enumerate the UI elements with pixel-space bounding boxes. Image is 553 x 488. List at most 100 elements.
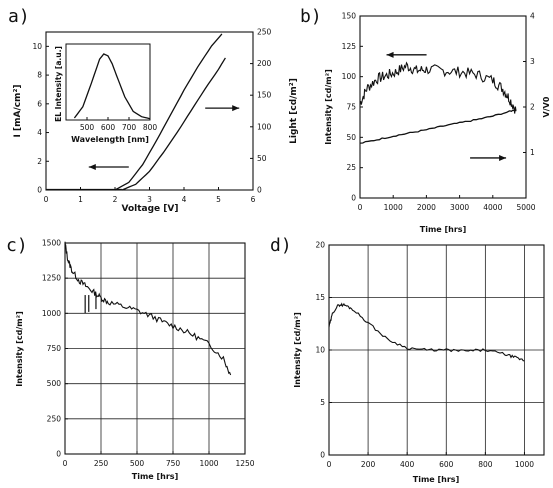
chart-c-xtick-label: 500 <box>130 459 145 468</box>
chart-a-y2tick-label: 0 <box>257 186 262 195</box>
chart-d-ytick-label: 15 <box>315 293 325 302</box>
chart-a-ytick-label: 2 <box>37 157 42 166</box>
light-curve <box>114 33 223 191</box>
inset-spectrum <box>73 53 151 120</box>
chart-d-ytick-label: 20 <box>315 241 325 250</box>
chart-b-y2tick-label: 1 <box>530 148 535 157</box>
chart-d: 0 200 400 600 800 1000 0 5 10 15 20 Time [hrs] Int… <box>293 241 545 484</box>
chart-b-ytick-label: 50 <box>346 133 356 142</box>
chart-b-ytick-label: 125 <box>342 42 357 51</box>
panel-a-letter: a) <box>8 6 30 27</box>
chart-d-ylabel: Intensity [cd/m²] <box>293 312 302 388</box>
chart-b-y2label: V/V0 <box>542 96 551 117</box>
chart-a-marks <box>46 33 240 191</box>
chart-a-y2tick-label: 50 <box>257 154 267 163</box>
chart-c-ytick-label: 750 <box>47 344 62 353</box>
chart-b-ytick-label: 150 <box>342 12 357 21</box>
chart-b-ylabel: Intensity [cd/m²] <box>324 69 333 145</box>
chart-d-xlabel: Time [hrs] <box>413 475 459 484</box>
inset-ylabel: EL Intensity [a.u.] <box>54 46 63 122</box>
chart-c-ytick-label: 1000 <box>42 309 61 318</box>
chart-a-xtick-label: 5 <box>216 195 221 204</box>
inset-xtick-label: 800 <box>143 123 158 132</box>
chart-b-ticks: 0 1000 2000 3000 4000 5000 0 25 50 75 100 125 150 1 2 3… <box>342 12 536 213</box>
chart-b-y2tick-label: 2 <box>530 103 535 112</box>
chart-a-ylabel: I [mA/cm²] <box>13 85 23 138</box>
chart-a-xtick-label: 2 <box>113 195 118 204</box>
chart-c-ytick-label: 1500 <box>42 239 61 248</box>
chart-c-xlabel: Time [hrs] <box>132 472 178 481</box>
panel-d-letter: d) <box>270 235 292 256</box>
chart-a-xtick-label: 0 <box>44 195 49 204</box>
inset-xtick-label: 600 <box>101 123 116 132</box>
inset-xtick-label: 700 <box>122 123 137 132</box>
panel-c-letter: c) <box>6 235 28 256</box>
chart-a-y2tick-label: 150 <box>257 91 272 100</box>
chart-d-xtick-label: 0 <box>327 460 332 469</box>
chart-d-xtick-label: 400 <box>400 460 415 469</box>
inset-marks <box>73 53 151 120</box>
chart-b-xtick-label: 0 <box>358 203 363 212</box>
chart-c-grid <box>65 243 245 454</box>
chart-d-ticks: 0 200 400 600 800 1000 0 5 10 15 20 <box>315 241 534 470</box>
chart-b-y2tick-label: 4 <box>530 12 535 21</box>
chart-d-xtick-label: 1000 <box>515 460 534 469</box>
chart-a-xtick-label: 3 <box>147 195 152 204</box>
chart-b-marks <box>359 51 517 161</box>
chart-c-xtick-label: 1000 <box>199 459 218 468</box>
inset-xtick-label: 500 <box>80 123 95 132</box>
intensity-curve <box>328 302 525 362</box>
chart-d-grid <box>329 245 544 455</box>
chart-d-marks <box>328 302 525 362</box>
chart-c-ytick-label: 1250 <box>42 274 61 283</box>
chart-c-ytick-label: 0 <box>56 450 61 459</box>
chart-a-xtick-label: 4 <box>182 195 187 204</box>
chart-c-xtick-label: 750 <box>166 459 181 468</box>
chart-a-y2tick-label: 250 <box>257 28 272 37</box>
chart-c-ticks: 0 250 500 750 1000 1250 0 250 500 750 1000 1250 1500 <box>42 239 255 469</box>
chart-c-marks <box>64 241 232 376</box>
chart-b-xtick-label: 4000 <box>483 203 502 212</box>
chart-d-xtick-label: 600 <box>439 460 454 469</box>
chart-b-arrow-right-head <box>499 154 507 161</box>
chart-c-ytick-label: 500 <box>47 379 62 388</box>
chart-b: 0 1000 2000 3000 4000 5000 0 25 50 75 100 125 150 1 2 3… <box>324 12 551 235</box>
chart-c: 0 250 500 750 1000 1250 0 250 500 750 1000 1250 1500… <box>15 239 255 482</box>
chart-b-frame <box>359 15 527 199</box>
chart-b-xtick-label: 2000 <box>417 203 436 212</box>
intensity-curve <box>359 61 517 114</box>
chart-d-ytick-label: 10 <box>315 346 325 355</box>
chart-a-y2label: Light [cd/m²] <box>289 78 299 144</box>
chart-b-ytick-label: 0 <box>351 194 356 203</box>
chart-a-ytick-label: 10 <box>32 42 42 51</box>
chart-c-xtick-label: 0 <box>63 459 68 468</box>
chart-a-xlabel: Voltage [V] <box>122 204 179 214</box>
chart-a-ytick-label: 8 <box>37 71 42 80</box>
chart-b-xtick-label: 5000 <box>516 203 535 212</box>
chart-a-inset: 500 600 700 800 Wavelength [nm] EL Intensit… <box>54 43 158 144</box>
chart-a-arrow-right-head <box>232 105 240 112</box>
chart-c-ytick-label: 250 <box>47 414 62 423</box>
chart-a-arrow-left-head <box>88 164 96 171</box>
chart-a-ytick-label: 4 <box>37 128 42 137</box>
chart-d-xtick-label: 200 <box>361 460 376 469</box>
chart-d-ytick-label: 5 <box>320 398 325 407</box>
chart-a-xtick-label: 6 <box>251 195 256 204</box>
chart-b-ytick-label: 100 <box>342 72 357 81</box>
intensity-curve <box>64 241 232 376</box>
chart-b-ytick-label: 25 <box>346 163 356 172</box>
chart-a-y2tick-label: 100 <box>257 122 272 131</box>
chart-b-ytick-label: 75 <box>346 103 356 112</box>
chart-a-y2tick-label: 200 <box>257 59 272 68</box>
chart-b-xlabel: Time [hrs] <box>420 225 466 234</box>
chart-c-xtick-label: 1250 <box>235 459 254 468</box>
chart-d-ytick-label: 0 <box>320 451 325 460</box>
chart-c-xtick-label: 250 <box>94 459 109 468</box>
chart-a-ytick-label: 6 <box>37 99 42 108</box>
chart-b-y2tick-label: 3 <box>530 57 535 66</box>
chart-a-ytick-label: 0 <box>37 186 42 195</box>
chart-c-ylabel: Intensity [cd/m²] <box>15 311 24 387</box>
chart-b-arrow-left-head <box>386 51 394 58</box>
